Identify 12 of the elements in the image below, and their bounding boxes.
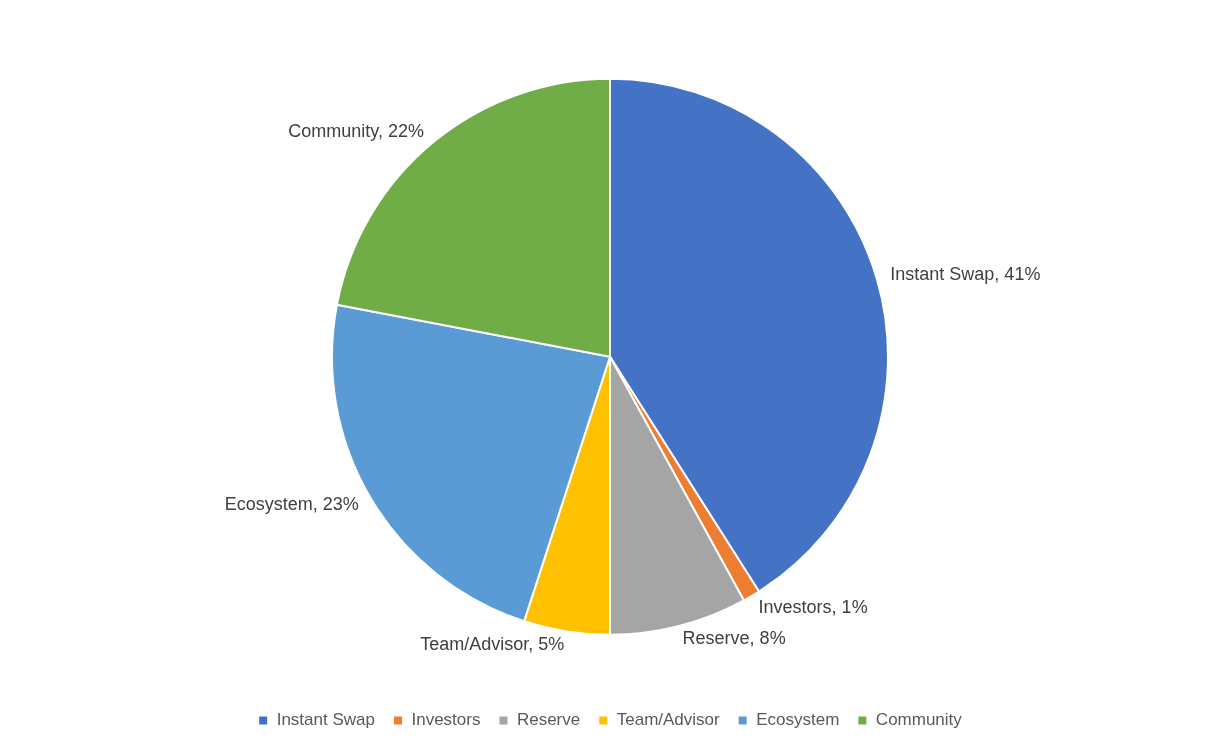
legend-label: Team/Advisor: [616, 710, 721, 730]
legend-label: Instant Swap: [276, 710, 375, 730]
legend-label: Reserve: [516, 710, 581, 730]
data-label: Ecosystem, 23%: [224, 494, 359, 515]
data-label: Community, 22%: [288, 120, 424, 141]
data-label: Investors, 1%: [758, 597, 868, 618]
data-label: Instant Swap, 41%: [890, 264, 1041, 285]
legend-label: Community: [875, 710, 963, 730]
data-label: Team/Advisor, 5%: [420, 634, 565, 655]
legend-label: Ecosystem: [756, 710, 840, 730]
data-label: Reserve, 8%: [682, 628, 786, 649]
legend-label: Investors: [411, 710, 481, 730]
